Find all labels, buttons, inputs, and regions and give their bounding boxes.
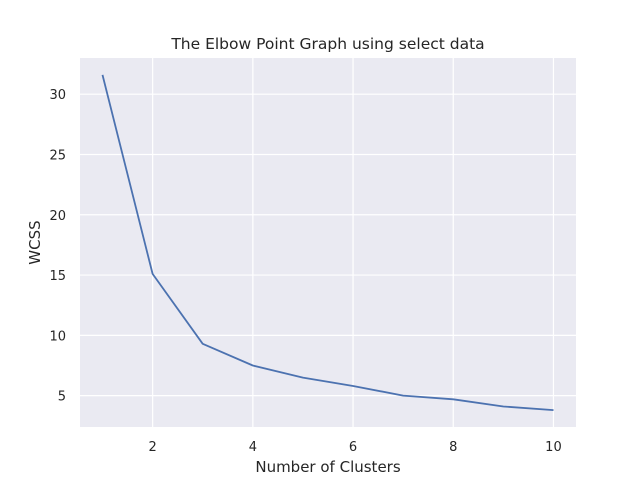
x-axis-label: Number of Clusters (255, 458, 400, 476)
plot-area (80, 58, 576, 427)
y-tick-label: 10 (49, 329, 66, 344)
chart-title: The Elbow Point Graph using select data (170, 35, 484, 53)
x-tick-label: 2 (149, 440, 157, 455)
x-tick-labels: 2 4 6 8 10 (149, 440, 562, 455)
y-tick-label: 5 (58, 390, 66, 405)
y-tick-label: 25 (49, 148, 66, 163)
y-tick-label: 30 (49, 88, 66, 103)
series-line (101, 74, 554, 411)
y-tick-labels: 5 10 15 20 25 30 (49, 88, 66, 404)
x-tick-label: 8 (449, 440, 457, 455)
y-axis-label: WCSS (26, 220, 44, 264)
x-tick-label: 6 (349, 440, 357, 455)
y-tick-label: 20 (49, 209, 66, 224)
grid-lines (80, 58, 576, 427)
y-tick-label: 15 (49, 269, 66, 284)
x-tick-label: 10 (545, 440, 562, 455)
series-layer (101, 74, 554, 411)
x-tick-label: 4 (249, 440, 257, 455)
